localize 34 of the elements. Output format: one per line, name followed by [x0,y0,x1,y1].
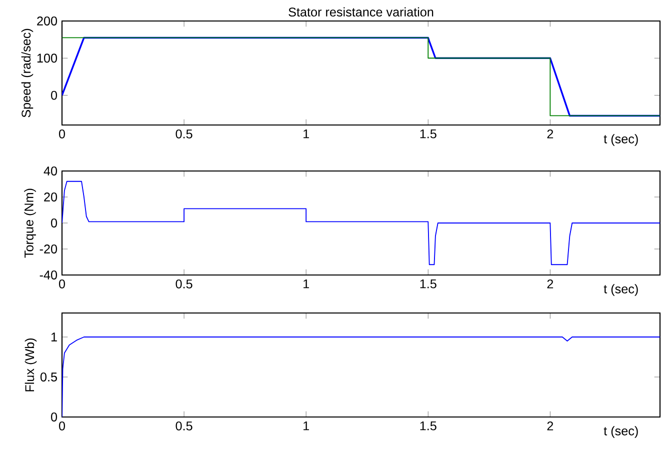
x-tick-label: 0.5 [176,421,192,430]
x-tick-label: 0.5 [176,129,192,138]
y-tick-label: 40 [44,166,58,176]
y-tick-label: 200 [37,16,58,26]
y-tick-label: 1 [51,332,57,342]
y-tick-label: -20 [40,244,58,254]
x-axis-title: t (sec) [604,426,638,438]
x-tick-label: 2 [547,129,554,138]
x-tick-label: 1.5 [420,421,436,430]
y-tick-label: 0 [51,412,58,422]
y-axis-title: Speed (rad/sec) [21,28,34,118]
x-tick-label: 1.5 [420,279,436,288]
y-tick-label: 100 [37,54,58,63]
line-series [62,180,660,266]
y-axis-title: Torque (Nm) [24,188,36,258]
x-tick-label: 0 [58,129,66,138]
x-tick-label: 0 [58,279,66,288]
y-tick-label: 0 [51,90,58,100]
y-axis-title: Flux (Wb) [24,338,37,392]
y-tick-label: 0.5 [40,372,58,382]
x-tick-label: 1 [304,421,309,430]
x-tick-label: 1.5 [420,129,436,138]
x-tick-label: 1 [304,129,309,138]
x-tick-label: 2 [547,279,554,288]
x-axis-title: t (sec) [604,284,638,296]
x-tick-label: 0 [58,421,66,430]
x-tick-label: 2 [547,421,554,430]
chart-title: Stator resistance variation [288,7,434,17]
x-tick-label: 1 [304,279,309,288]
y-tick-label: -40 [40,270,58,280]
x-axis-title: t (sec) [604,134,638,146]
x-tick-label: 0.5 [176,279,192,288]
y-tick-label: 20 [44,192,58,202]
y-tick-label: 0 [51,218,58,228]
